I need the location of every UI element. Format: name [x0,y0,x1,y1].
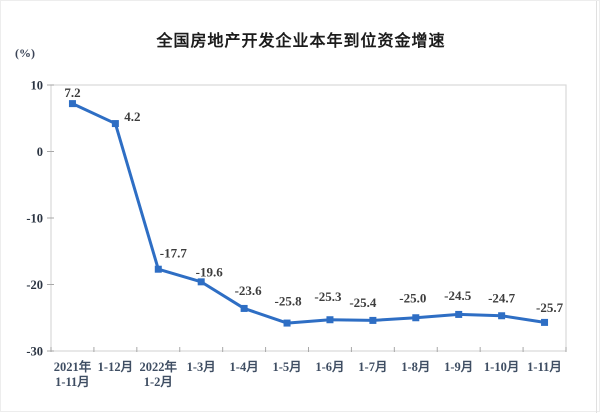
y-axis-unit-label: (%) [15,46,35,60]
data-label: -25.4 [349,295,377,310]
y-tick-label: 0 [37,145,43,159]
x-tick-label: 2021年 [54,359,92,374]
data-point-marker [68,100,76,108]
x-tick-label: 1-2月 [144,375,173,389]
data-point-marker [111,120,119,128]
data-label: -25.7 [536,300,564,315]
data-point-marker [369,316,377,324]
data-label: -24.5 [444,288,472,303]
data-point-marker [326,316,334,324]
data-labels: 7.2 4.2 -17.7 -19.6 -23.6 -25.8 -25.3 -25.4 -25.… [64,85,563,315]
data-point-marker [197,278,205,286]
data-label: 4.2 [124,109,140,124]
x-tick-label: 1-9月 [444,360,473,374]
x-tick-label: 1-5月 [272,360,301,374]
series-line [70,102,547,325]
data-point-marker [412,314,420,322]
series [70,102,547,325]
x-tick-label: 1-4月 [230,360,259,374]
x-tick-label: 1-8月 [401,360,430,374]
y-axis: 10 0 -10 -20 -30 [26,79,54,359]
x-tick-label: 1-7月 [358,360,387,374]
series-markers [68,100,549,327]
data-label: -25.0 [399,290,426,305]
x-tick-label: 1-11月 [55,375,90,389]
data-point-marker [541,318,549,326]
x-tick-label: 1-11月 [527,360,562,374]
x-tick-label: 1-6月 [315,360,344,374]
y-tick-label: -10 [26,212,43,226]
y-tick-label: -20 [26,278,43,292]
page-edge-divider [596,1,597,413]
data-point-marker [154,265,162,273]
data-label: -25.3 [314,289,342,304]
x-tick-label: 1-12月 [98,360,133,374]
data-label: -19.6 [196,264,224,279]
chart-title: 全国房地产开发企业本年到位资金增速 [156,33,446,50]
data-label: -17.7 [160,246,188,261]
data-point-marker [498,312,506,320]
data-label: 7.2 [64,85,80,100]
x-tick-label: 2022年 [140,359,178,374]
y-tick-label: -30 [26,345,43,359]
data-point-marker [240,304,248,312]
data-label: -23.6 [235,283,263,298]
plot-area [50,84,567,352]
x-tick-label: 1-3月 [187,360,216,374]
data-label: -24.7 [488,290,516,305]
data-label: -25.8 [274,294,302,309]
data-point-marker [455,310,463,318]
y-tick-label: 10 [31,79,44,93]
x-tick-label: 1-10月 [484,360,519,374]
data-point-marker [283,319,291,327]
